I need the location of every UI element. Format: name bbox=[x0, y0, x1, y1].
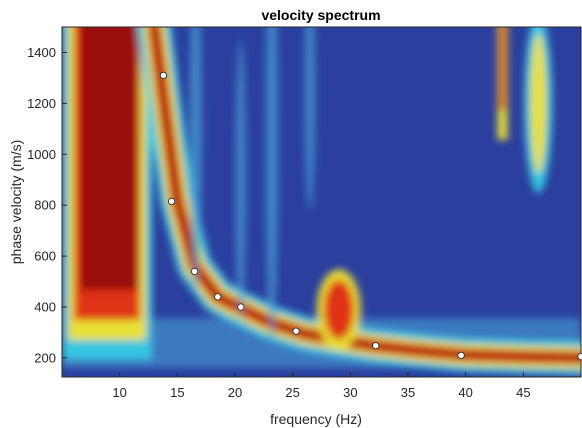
x-axis-label: frequency (Hz) bbox=[270, 411, 362, 427]
plot-frame bbox=[61, 26, 582, 378]
energy-blob bbox=[530, 33, 547, 174]
picked-point bbox=[237, 303, 245, 311]
picked-points bbox=[159, 71, 582, 361]
energy-streak bbox=[189, 27, 202, 289]
y-tick-label: 1400 bbox=[27, 45, 56, 60]
x-tick-label: 40 bbox=[458, 385, 472, 400]
energy-streak bbox=[265, 27, 278, 342]
y-tick-label: 200 bbox=[34, 350, 56, 365]
y-tick-label: 1200 bbox=[27, 96, 56, 111]
chart-title: velocity spectrum bbox=[261, 7, 380, 23]
picked-point bbox=[168, 197, 176, 205]
y-tick-label: 400 bbox=[34, 300, 56, 315]
y-tick-label: 1000 bbox=[27, 147, 56, 162]
x-tick-label: 45 bbox=[516, 385, 530, 400]
x-tick-label: 20 bbox=[228, 385, 242, 400]
energy-streak bbox=[304, 27, 315, 211]
picked-point bbox=[372, 342, 380, 350]
y-axis-ticks: 200 400 600 800 1000 1200 1400 bbox=[27, 45, 67, 365]
x-axis-ticks: 10 15 20 25 30 35 40 45 bbox=[112, 372, 531, 400]
y-tick-label: 800 bbox=[34, 198, 56, 213]
energy-streak bbox=[235, 39, 246, 320]
heatmap-energy bbox=[62, 27, 581, 375]
y-axis-label: phase velocity (m/s) bbox=[8, 140, 24, 264]
plot-area bbox=[62, 27, 581, 377]
picked-point bbox=[191, 267, 199, 275]
picked-point bbox=[577, 353, 582, 361]
x-tick-label: 35 bbox=[401, 385, 415, 400]
energy-block bbox=[80, 27, 138, 290]
energy-blob bbox=[323, 279, 354, 340]
y-tick-label: 600 bbox=[34, 249, 56, 264]
picked-point bbox=[214, 293, 222, 301]
energy-streak bbox=[499, 27, 506, 110]
picked-point bbox=[457, 351, 465, 359]
x-tick-label: 15 bbox=[170, 385, 184, 400]
x-tick-label: 10 bbox=[112, 385, 126, 400]
x-tick-label: 30 bbox=[343, 385, 357, 400]
picked-point bbox=[159, 71, 168, 80]
picked-point bbox=[292, 327, 300, 335]
x-tick-label: 25 bbox=[285, 385, 299, 400]
